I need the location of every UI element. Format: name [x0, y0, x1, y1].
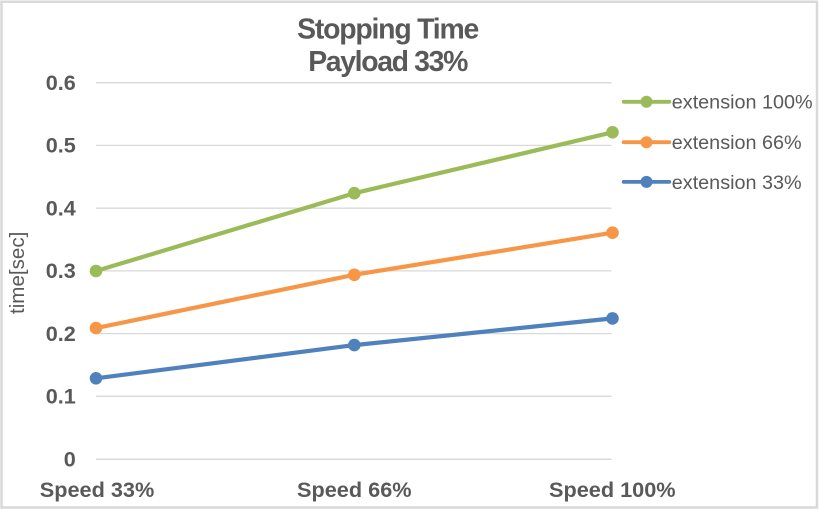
- svg-text:0.3: 0.3: [46, 258, 76, 283]
- svg-text:extension 33%: extension 33%: [672, 172, 802, 194]
- svg-text:Speed 33%: Speed 33%: [40, 477, 155, 502]
- svg-text:Payload 33%: Payload 33%: [308, 46, 468, 78]
- svg-text:0.1: 0.1: [46, 384, 76, 409]
- svg-text:0.2: 0.2: [46, 321, 76, 346]
- svg-text:0.6: 0.6: [46, 70, 76, 95]
- svg-text:Speed 100%: Speed 100%: [549, 477, 676, 502]
- svg-text:extension 66%: extension 66%: [672, 132, 802, 154]
- svg-text:0.4: 0.4: [46, 195, 76, 220]
- svg-text:0: 0: [64, 447, 76, 472]
- svg-text:Speed 66%: Speed 66%: [297, 477, 412, 502]
- svg-text:time[sec]: time[sec]: [6, 232, 29, 314]
- svg-text:extension 100%: extension 100%: [672, 92, 813, 114]
- svg-text:0.5: 0.5: [46, 133, 76, 158]
- svg-text:Stopping Time: Stopping Time: [297, 13, 478, 45]
